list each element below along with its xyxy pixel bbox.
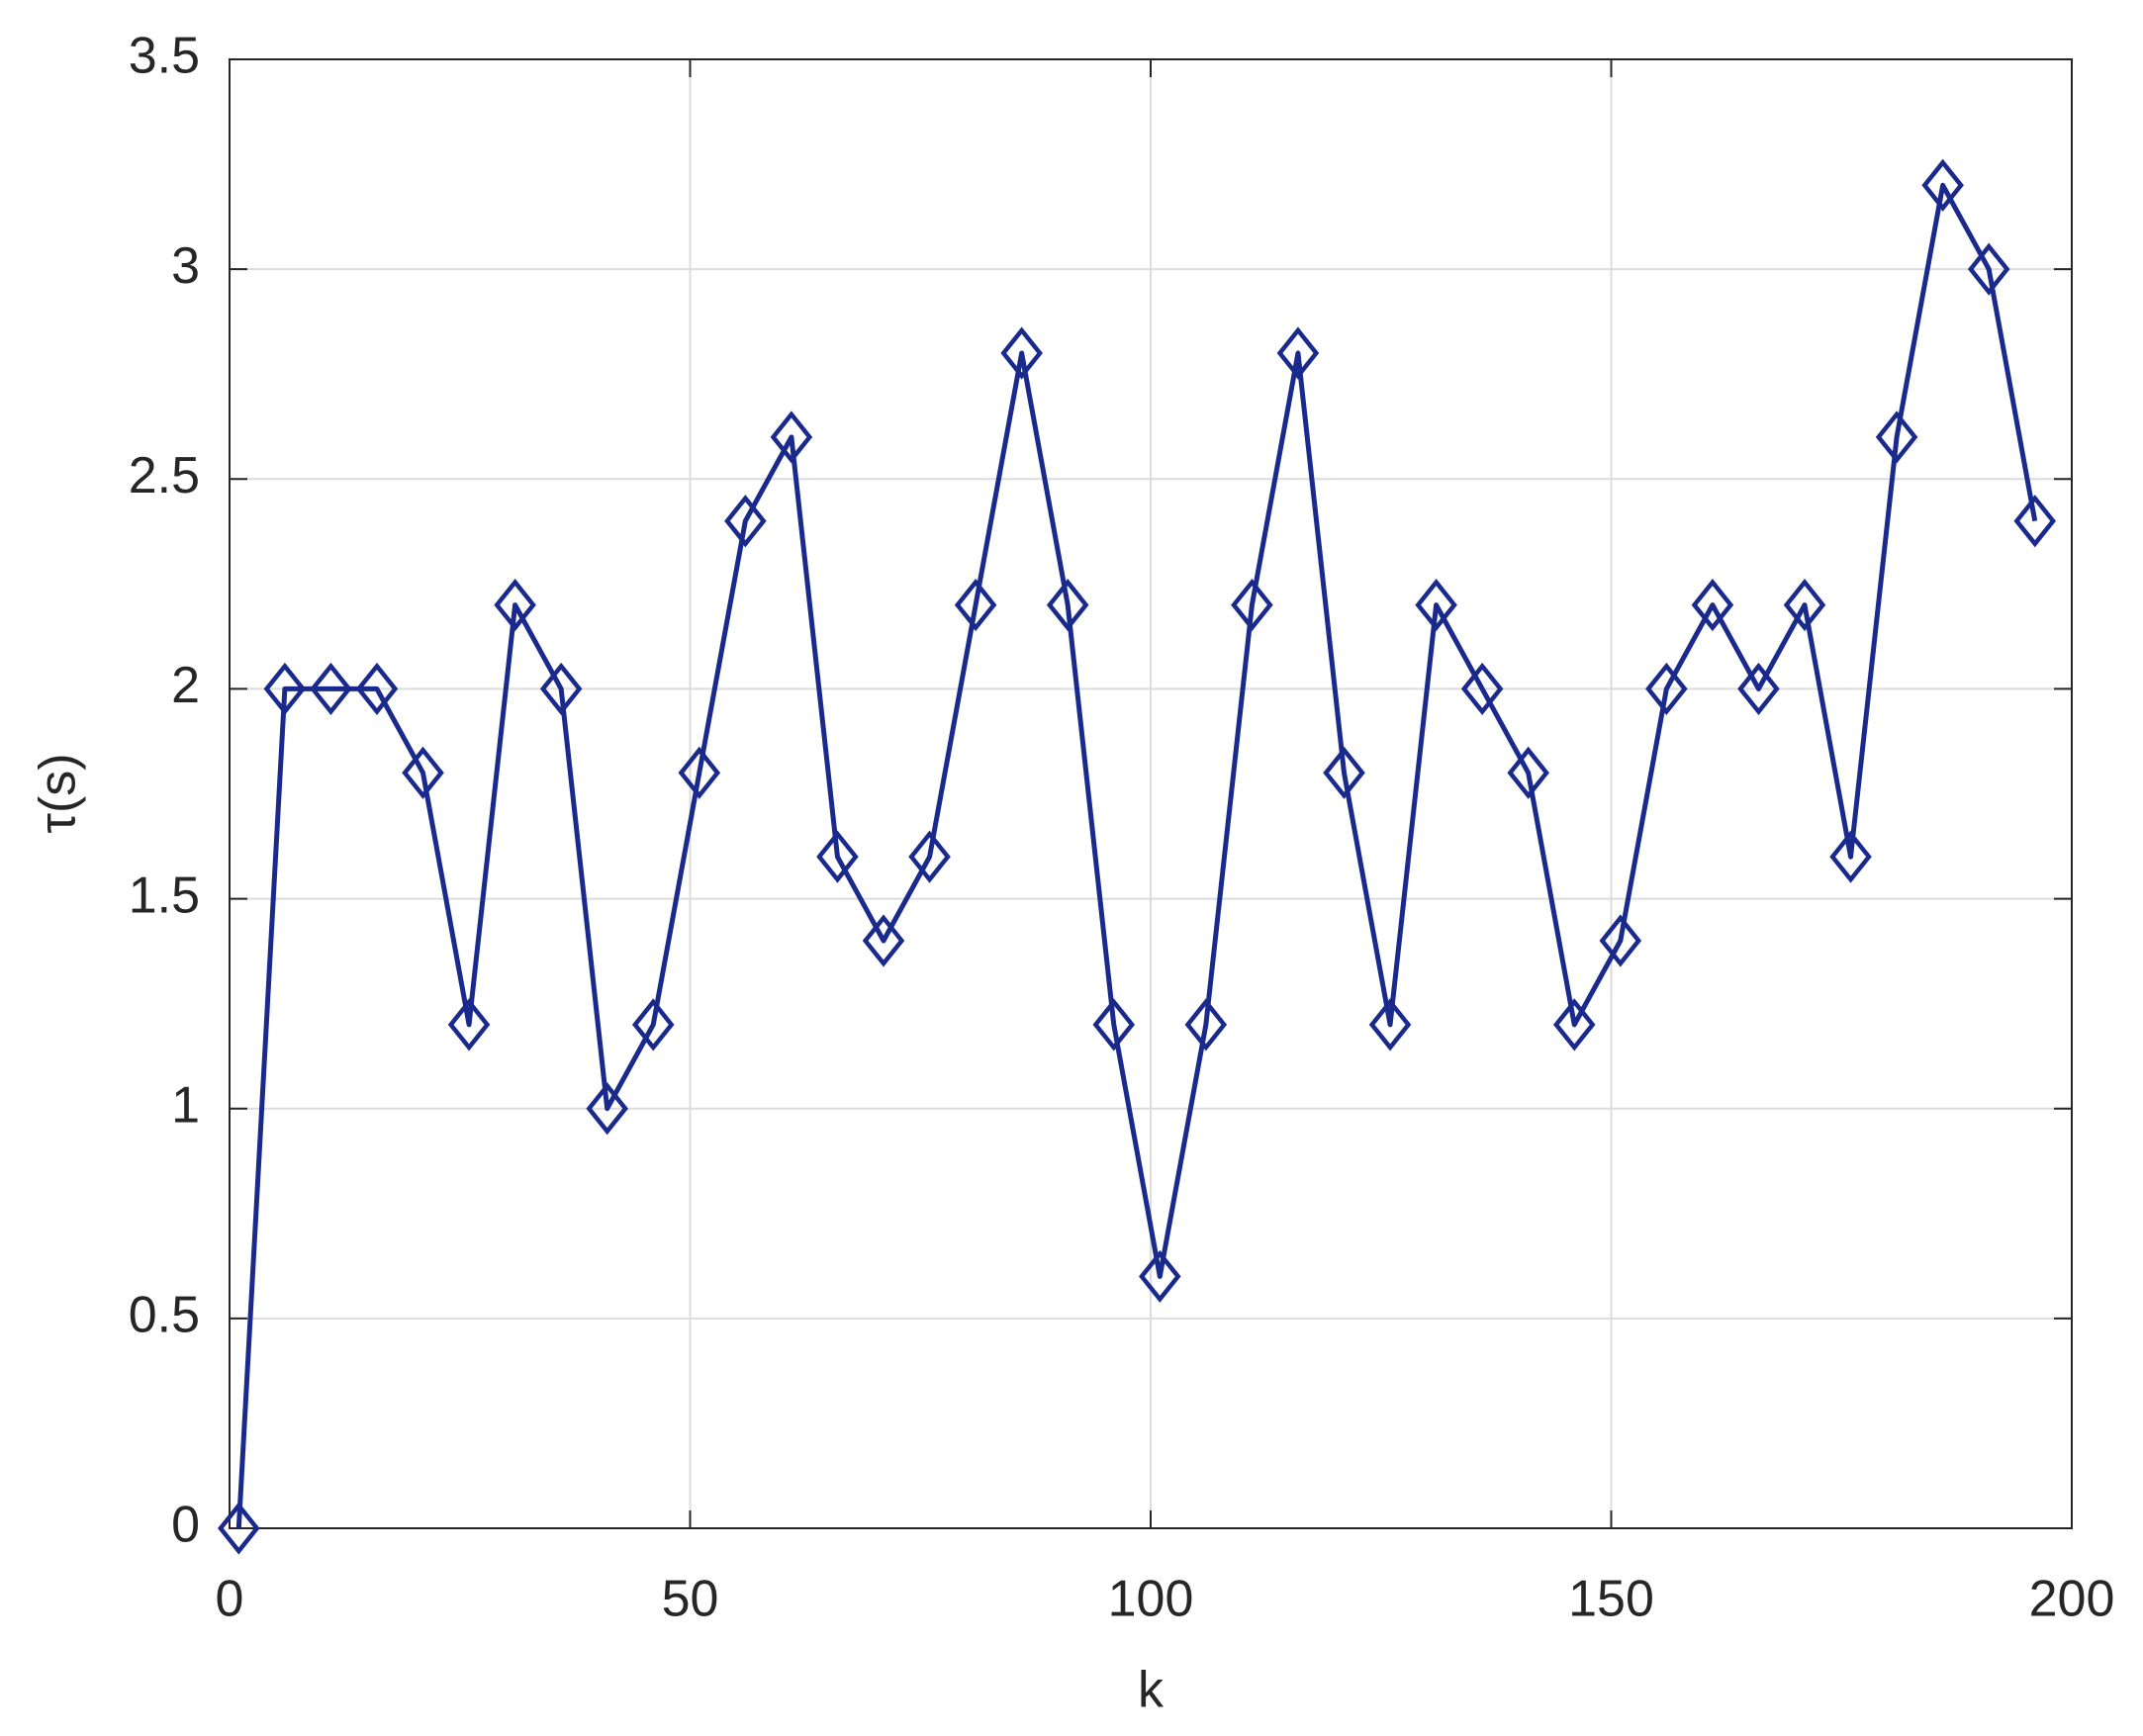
marker [1552,998,1596,1051]
marker [1046,578,1089,632]
y-tick-label: 0.5 [129,1287,200,1344]
marker [816,830,859,883]
marker [402,746,444,799]
marker [1000,326,1043,380]
marker [2013,495,2057,548]
marker [1783,578,1826,632]
marker [770,411,813,464]
marker [1691,578,1734,632]
marker [1507,746,1549,799]
marker [447,998,491,1051]
y-tick-label: 3 [171,237,200,295]
y-axis-label: τ(s) [30,753,87,833]
marker [1184,998,1228,1051]
marker [862,914,905,967]
marker [954,578,997,632]
x-axis-label: k [1138,1662,1165,1719]
marker [355,662,399,716]
marker [1368,998,1412,1051]
marker [494,578,536,632]
y-tick-label: 1 [171,1076,200,1134]
marker [263,662,307,716]
marker [1276,326,1320,380]
marker [218,1502,260,1555]
plot-frame [229,58,2073,1529]
x-tick-label: 50 [662,1571,719,1628]
marker [1737,662,1780,716]
y-tick-label: 3.5 [129,28,200,85]
marker [678,746,721,799]
marker [631,998,675,1051]
y-tick-label: 1.5 [129,867,200,924]
marker [1967,242,2010,296]
y-tick-label: 2.5 [129,447,200,504]
marker [1231,578,1273,632]
marker [1415,578,1457,632]
series-line [235,182,2038,1529]
marker [1921,158,1964,212]
x-tick-label: 100 [1108,1571,1194,1628]
marker [310,662,352,716]
marker [1875,411,1918,464]
marker [1139,1249,1181,1304]
y-tick-label: 2 [171,657,200,714]
marker [724,495,767,548]
marker [1829,830,1872,883]
x-tick-label: 150 [1568,1571,1654,1628]
marker [539,662,583,716]
marker [1460,662,1504,716]
marker [1599,914,1642,967]
y-tick-label: 0 [171,1497,200,1554]
x-tick-label: 0 [216,1571,244,1628]
x-tick-label: 200 [2029,1571,2115,1628]
marker [1645,662,1688,716]
marker [1092,998,1136,1051]
marker [586,1082,628,1136]
marker [908,830,951,883]
marker [1323,746,1365,799]
